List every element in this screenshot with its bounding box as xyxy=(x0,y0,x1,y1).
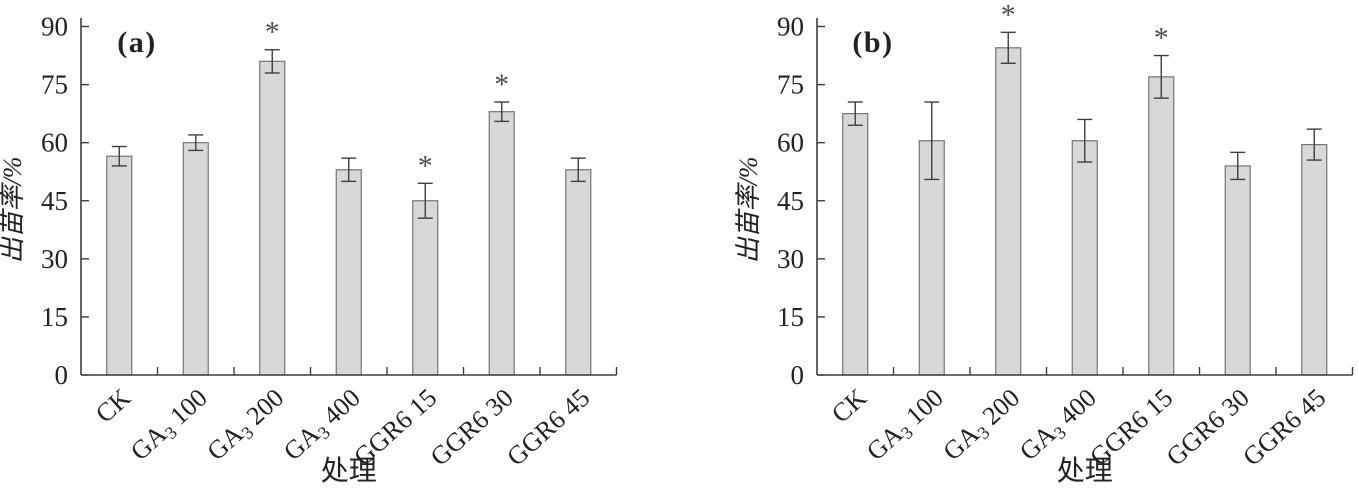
bar xyxy=(182,142,209,376)
error-bar xyxy=(1077,118,1093,163)
x-axis-title: 处理 xyxy=(321,455,377,487)
error-bar xyxy=(494,101,510,123)
error-bar xyxy=(417,182,433,219)
error-bar xyxy=(1153,54,1169,99)
bar xyxy=(488,111,515,376)
x-category-label: GA3 100 xyxy=(125,383,215,468)
bar xyxy=(995,47,1022,376)
y-tick-label: 45 xyxy=(777,186,804,216)
bar-group-GA3-100 xyxy=(918,101,945,376)
panel-label: (b) xyxy=(852,26,893,59)
bar-group-CK xyxy=(842,101,869,376)
x-category-label: GGR6 45 xyxy=(501,383,595,472)
error-bar xyxy=(1306,128,1322,161)
error-bar xyxy=(188,134,204,152)
bar xyxy=(1224,165,1251,376)
bar xyxy=(1148,76,1175,376)
x-category-label: GGR6 45 xyxy=(1237,383,1331,472)
error-bar xyxy=(570,157,586,183)
y-axis-title: 出苗率/% xyxy=(734,157,763,264)
bar-group-GA3-200: * xyxy=(995,0,1022,376)
significance-asterisk: * xyxy=(494,68,509,101)
x-axis-title: 处理 xyxy=(1057,455,1113,487)
significance-asterisk: * xyxy=(418,149,433,182)
bar-group-GA3-400 xyxy=(335,157,362,376)
significance-asterisk: * xyxy=(1154,22,1169,55)
error-bar xyxy=(924,101,940,181)
y-tick-label: 60 xyxy=(777,128,804,158)
x-category-label: GA3 200 xyxy=(937,383,1027,468)
bar-group-CK xyxy=(106,145,133,376)
bar-group-GGR6-15: * xyxy=(1148,22,1175,376)
y-tick-label: 0 xyxy=(55,360,69,390)
bar xyxy=(412,200,439,376)
error-bar xyxy=(341,157,357,183)
y-tick-label: 75 xyxy=(41,70,68,100)
significance-asterisk: * xyxy=(265,16,280,49)
error-bar xyxy=(1000,31,1016,64)
bar xyxy=(335,169,362,376)
bar xyxy=(259,60,286,376)
bar-group-GGR6-30 xyxy=(1224,151,1251,376)
bar-group-GGR6-45 xyxy=(1301,128,1328,376)
significance-asterisk: * xyxy=(1001,0,1016,31)
y-tick-label: 30 xyxy=(777,244,804,274)
y-tick-label: 45 xyxy=(41,186,68,216)
x-category-label: CK xyxy=(90,383,136,429)
bar-group-GGR6-15: * xyxy=(412,149,439,376)
x-category-label: CK xyxy=(826,383,872,429)
x-category-label: GGR6 30 xyxy=(425,383,519,472)
bar-group-GA3-100 xyxy=(182,134,209,376)
x-category-label: GA3 200 xyxy=(201,383,291,468)
y-tick-label: 75 xyxy=(777,70,804,100)
x-category-label: GA3 100 xyxy=(861,383,951,468)
error-bar xyxy=(111,145,127,167)
y-tick-label: 0 xyxy=(791,360,805,390)
bar xyxy=(1301,144,1328,376)
bar-group-GA3-400 xyxy=(1071,118,1098,376)
bar xyxy=(106,155,133,376)
y-tick-label: 30 xyxy=(41,244,68,274)
error-bar xyxy=(264,49,280,74)
y-tick-label: 15 xyxy=(777,302,804,332)
bar xyxy=(565,169,592,376)
panel-label: (a) xyxy=(117,26,156,59)
y-tick-label: 90 xyxy=(777,12,804,42)
bar-group-GGR6-45 xyxy=(565,157,592,376)
bar-group-GGR6-30: * xyxy=(488,68,515,376)
bar-group-GA3-200: * xyxy=(259,16,286,376)
x-category-label: GGR6 30 xyxy=(1161,383,1255,472)
bar xyxy=(1071,140,1098,376)
bar xyxy=(842,113,869,376)
y-tick-label: 60 xyxy=(41,128,68,158)
error-bar xyxy=(847,101,863,126)
y-tick-label: 90 xyxy=(41,12,68,42)
y-tick-label: 15 xyxy=(41,302,68,332)
y-axis-title: 出苗率/% xyxy=(0,157,27,264)
error-bar xyxy=(1230,151,1246,181)
